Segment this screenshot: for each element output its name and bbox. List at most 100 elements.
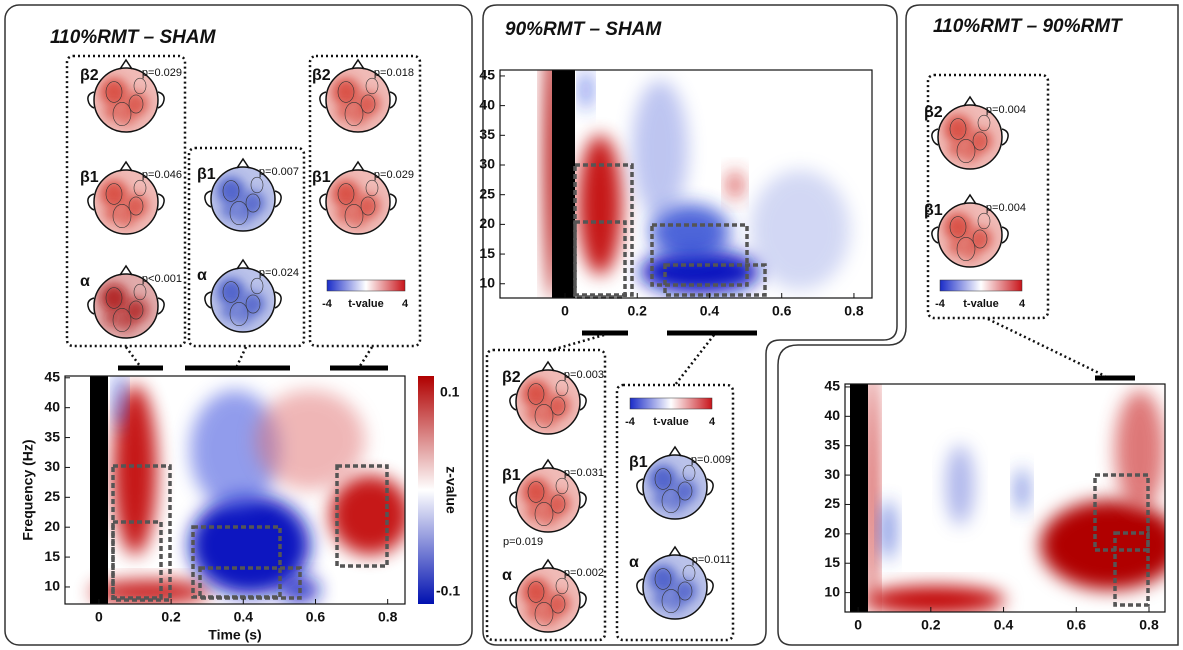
- topo-contour: [133, 179, 147, 197]
- topo-band: β1: [197, 166, 216, 183]
- topoplot: [87, 58, 165, 133]
- topo-ear: [389, 91, 397, 109]
- topo-nose: [541, 360, 555, 372]
- topo-fill: [211, 167, 275, 231]
- topo-p-value: p=0.003: [564, 369, 604, 381]
- y-tick-label: 35: [44, 428, 60, 444]
- topo-p-value: p=0.011: [692, 554, 731, 566]
- heat-blob: [750, 170, 850, 290]
- topo-p-value: p=0.029: [374, 169, 414, 181]
- topo-contour: [682, 564, 696, 582]
- topo-contour: [360, 94, 376, 114]
- topo-outline: [937, 202, 1003, 268]
- topo-contour: [555, 379, 569, 397]
- topo-contour: [534, 601, 554, 626]
- topo-contour: [337, 183, 355, 205]
- topo-group-box: [65, 54, 187, 348]
- topo-ear: [204, 190, 212, 208]
- topo-outline: [515, 369, 581, 435]
- roi-box: [650, 223, 749, 287]
- topo-nose: [668, 545, 682, 557]
- topo-contour: [112, 204, 132, 229]
- topo-blob: [100, 284, 128, 312]
- topo-outline: [515, 467, 581, 533]
- topoplot: [319, 160, 397, 235]
- topo-contour: [105, 183, 123, 205]
- topo-ear: [509, 393, 517, 411]
- axes-frame: [499, 69, 873, 299]
- t-colorbar-max: 4: [1019, 298, 1026, 310]
- topo-ear: [579, 393, 587, 411]
- colorbar-label: z-value: [443, 466, 459, 514]
- topo-ear: [157, 91, 165, 109]
- x-tick-label: 0: [854, 617, 862, 633]
- y-tick-label: 10: [479, 274, 495, 290]
- topo-contour: [956, 139, 976, 164]
- stim-artifact: [90, 376, 108, 604]
- topo-blob: [948, 141, 964, 157]
- topo-ear: [931, 226, 939, 244]
- topo-contour: [654, 468, 672, 490]
- topo-blob: [100, 78, 128, 106]
- topo-p-value: p=0.046: [142, 169, 182, 181]
- y-tick-label: 40: [479, 96, 495, 112]
- x-tick-label: 0.6: [306, 609, 326, 625]
- topo-fill: [326, 170, 390, 234]
- topo-band: β2: [924, 104, 943, 121]
- topo-p-value: p=0.018: [374, 67, 414, 79]
- heat-blob: [581, 70, 591, 110]
- heat-blob: [632, 80, 688, 220]
- topo-blob: [944, 115, 972, 143]
- x-tick-label: 0.8: [844, 303, 864, 319]
- heat-blob: [330, 475, 405, 555]
- y-tick-label: 10: [44, 578, 60, 594]
- topo-ear: [274, 291, 282, 309]
- colorbar-min: -0.1: [436, 583, 460, 599]
- y-tick-label: 25: [824, 495, 840, 511]
- topo-fill: [516, 468, 580, 532]
- topoplot: [87, 160, 165, 235]
- topo-blob: [653, 491, 669, 507]
- topo-contour: [550, 396, 566, 416]
- y-tick-label: 20: [44, 518, 60, 534]
- topo-contour: [128, 300, 144, 320]
- y-tick-label: 20: [479, 215, 495, 231]
- topo-contour: [972, 229, 988, 249]
- y-tick-label: 30: [44, 458, 60, 474]
- topo-blob: [522, 478, 550, 506]
- topo-ear: [636, 478, 644, 496]
- topo-blob: [221, 304, 237, 320]
- topo-fill: [211, 268, 275, 332]
- topo-contour: [133, 283, 147, 301]
- y-tick-label: 35: [824, 436, 840, 452]
- topo-band: β1: [629, 454, 648, 471]
- y-tick-label: 45: [44, 368, 60, 384]
- stim-artifact: [552, 70, 575, 298]
- topo-ear: [579, 591, 587, 609]
- y-tick-label: 15: [479, 245, 495, 261]
- topo-contour: [365, 179, 379, 197]
- topo-group-box: [485, 348, 607, 642]
- heat-blob: [113, 385, 157, 555]
- colorbar-max: 0.1: [440, 384, 460, 400]
- topo-band: α: [80, 273, 90, 290]
- topo-contour: [360, 196, 376, 216]
- x-axis-label: Time (s): [208, 627, 261, 643]
- topo-contour: [550, 594, 566, 614]
- t-colorbar-min: -4: [935, 298, 946, 310]
- topo-nose: [119, 160, 133, 172]
- topo-ear: [706, 578, 714, 596]
- topo-contour: [949, 118, 967, 140]
- y-tick-label: 15: [44, 548, 60, 564]
- topo-contour: [112, 307, 132, 332]
- topo-outline: [93, 273, 159, 339]
- panel-frame: [482, 4, 898, 646]
- y-tick-label: 30: [824, 466, 840, 482]
- topo-contour: [661, 488, 681, 513]
- topo-band: β2: [312, 67, 331, 84]
- topo-ear: [274, 190, 282, 208]
- t-colorbar: [939, 279, 1023, 292]
- panel-title: 90%RMT – SHAM: [505, 19, 662, 40]
- topo-ear: [706, 478, 714, 496]
- topo-nose: [236, 157, 250, 169]
